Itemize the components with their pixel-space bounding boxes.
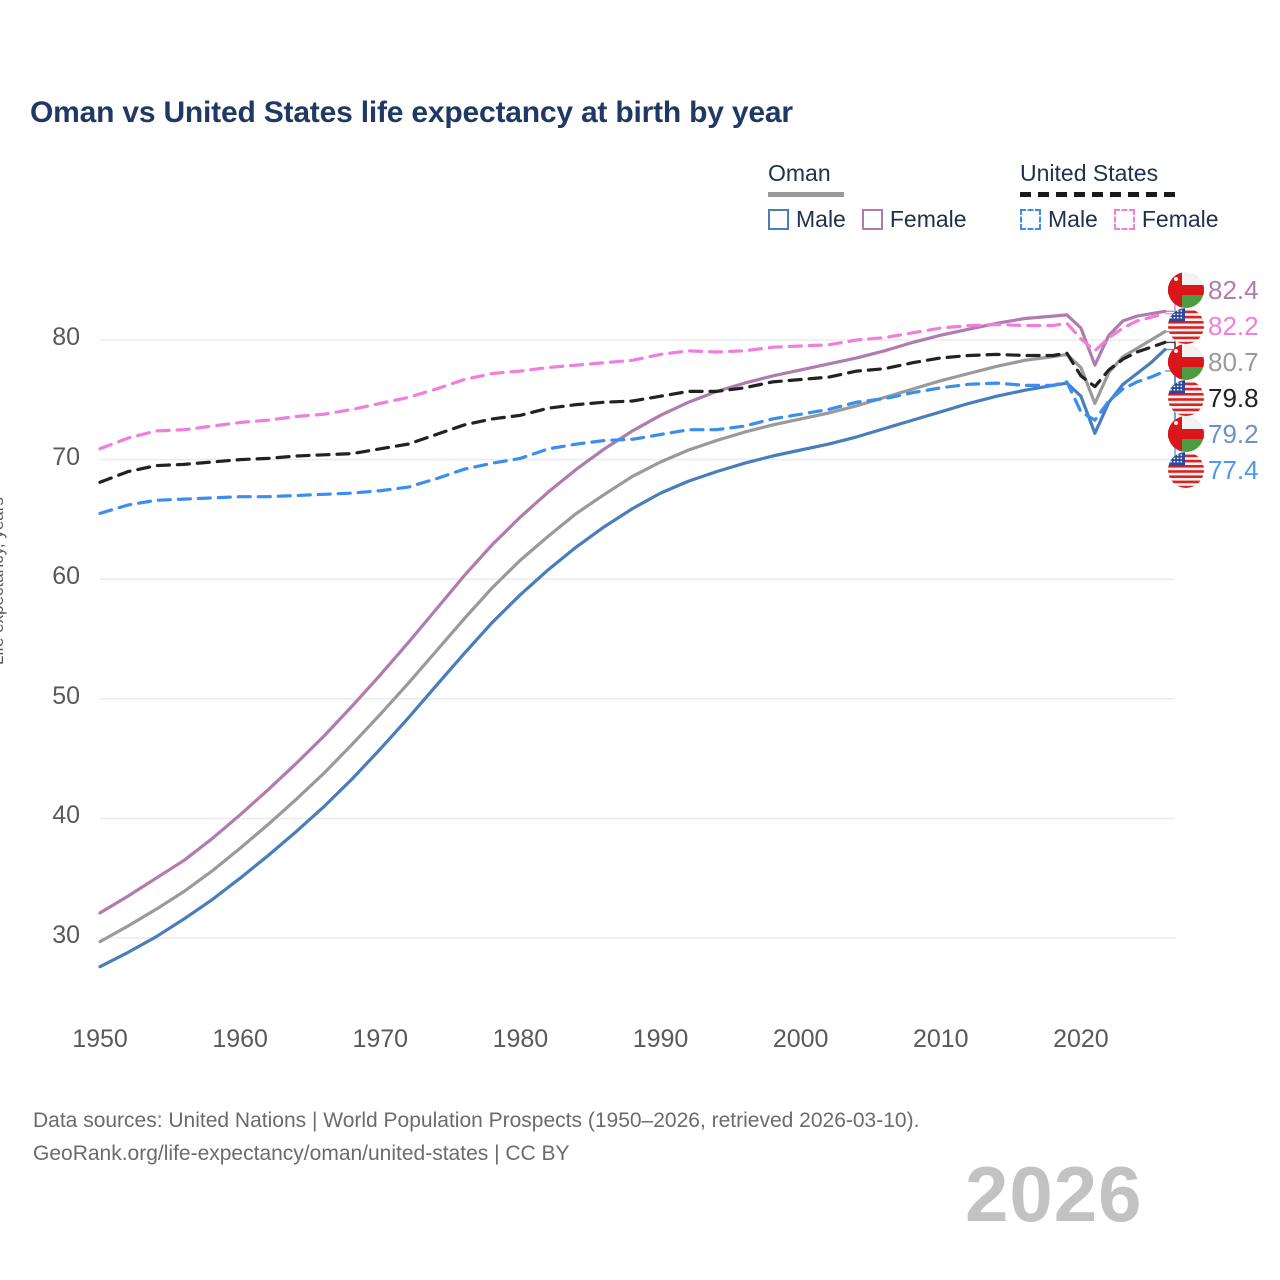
legend-united-states-rule xyxy=(1020,192,1180,197)
us-flag-icon xyxy=(1168,452,1204,488)
oman-flag-icon xyxy=(1168,416,1204,452)
series-line-united-states-female xyxy=(98,312,1167,451)
end-label-79-8: 79.8 xyxy=(1168,380,1259,416)
legend-label-oman-female: Female xyxy=(889,206,967,232)
legend-label-oman-male: Male xyxy=(796,206,846,232)
legend-label-us-female: Female xyxy=(1141,206,1219,232)
legend-swatch-us-male xyxy=(1020,209,1041,230)
y-tick-40: 40 xyxy=(52,801,80,830)
series-line-oman-total xyxy=(98,330,1167,944)
footer-attribution: GeoRank.org/life-expectancy/oman/united-… xyxy=(33,1141,570,1165)
oman-flag-icon xyxy=(1168,344,1204,380)
footer-data-sources: Data sources: United Nations | World Pop… xyxy=(33,1109,920,1132)
x-tick-1990: 1990 xyxy=(632,1025,689,1053)
chart-footer: Data sources: United Nations | World Pop… xyxy=(33,1105,1233,1170)
page-title: Oman vs United States life expectancy at… xyxy=(30,96,793,129)
line-chart-svg xyxy=(98,289,1185,969)
x-tick-1970: 1970 xyxy=(352,1025,409,1053)
legend-group-united-states: United States Male Female xyxy=(1020,160,1219,233)
end-label-82-2: 82.2 xyxy=(1168,308,1259,344)
legend-swatch-us-female xyxy=(1113,209,1135,230)
end-label-value: 77.4 xyxy=(1208,454,1259,485)
y-tick-80: 80 xyxy=(52,323,80,351)
legend-item-oman-female[interactable]: Female xyxy=(861,206,967,233)
series-line-united-states-male xyxy=(98,369,1167,515)
end-label-79-2: 79.2 xyxy=(1168,416,1259,452)
end-label-value: 79.2 xyxy=(1208,418,1259,449)
end-label-80-7: 80.7 xyxy=(1168,344,1259,380)
legend-group-oman-title: Oman xyxy=(768,160,831,186)
x-tick-1960: 1960 xyxy=(212,1025,268,1053)
us-flag-icon xyxy=(1168,308,1204,344)
y-tick-50: 50 xyxy=(52,681,80,710)
legend-label-us-male: Male xyxy=(1048,206,1098,232)
series-line-oman-male xyxy=(98,348,1167,969)
legend-group-united-states-title: United States xyxy=(1020,160,1159,186)
y-tick-60: 60 xyxy=(52,562,80,591)
x-tick-2010: 2010 xyxy=(912,1025,969,1053)
legend-oman-rule xyxy=(768,192,844,197)
year-watermark: 2026 xyxy=(965,1150,1143,1238)
oman-flag-icon xyxy=(1168,272,1204,308)
end-label-77-4: 77.4 xyxy=(1168,452,1259,488)
y-axis-title: Life expectancy, years xyxy=(0,497,7,665)
chart-plot-area: Life expectancy, years 30 40 50 60 70 80 1950… xyxy=(0,250,1280,1233)
end-label-value: 80.7 xyxy=(1208,346,1259,377)
legend-group-oman: Oman Male Female xyxy=(768,160,967,233)
x-tick-2020: 2020 xyxy=(1053,1025,1109,1053)
end-label-82-4: 82.4 xyxy=(1168,272,1259,308)
end-label-value: 82.4 xyxy=(1208,274,1259,305)
end-label-value: 79.8 xyxy=(1208,382,1259,413)
legend-item-us-male[interactable]: Male xyxy=(1020,206,1098,233)
y-tick-70: 70 xyxy=(52,442,80,471)
chart-legend: Oman Male Female United States Male xyxy=(760,160,1260,240)
x-tick-2000: 2000 xyxy=(772,1025,829,1053)
us-flag-icon xyxy=(1168,380,1204,416)
x-tick-1980: 1980 xyxy=(492,1025,549,1053)
series-line-united-states-total xyxy=(98,340,1167,484)
y-tick-30: 30 xyxy=(52,921,80,949)
legend-item-us-female[interactable]: Female xyxy=(1113,206,1219,233)
series-line-oman-female xyxy=(98,309,1167,915)
x-tick-1950: 1950 xyxy=(72,1025,128,1053)
end-label-value: 82.2 xyxy=(1208,310,1259,341)
legend-swatch-oman-male xyxy=(768,209,789,230)
legend-item-oman-male[interactable]: Male xyxy=(768,206,846,233)
legend-swatch-oman-female xyxy=(861,209,883,230)
